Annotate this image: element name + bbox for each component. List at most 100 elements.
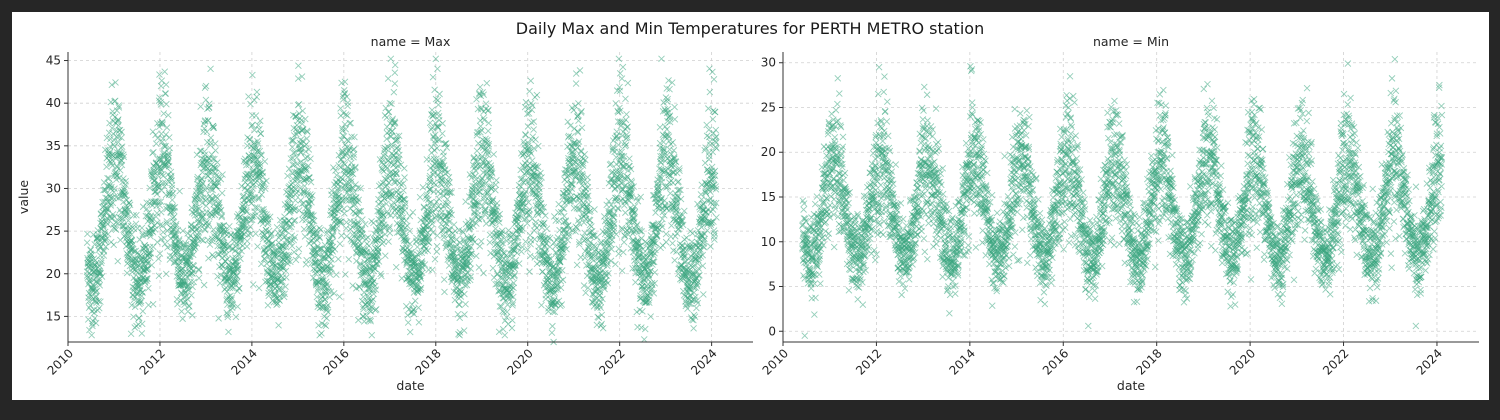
data-point <box>149 128 157 135</box>
data-point <box>576 67 584 74</box>
data-point <box>189 251 197 259</box>
data-point <box>107 194 115 202</box>
data-point <box>88 331 95 339</box>
data-point <box>147 249 155 257</box>
data-point <box>130 296 138 304</box>
data-point <box>668 222 675 229</box>
data-point <box>162 191 170 199</box>
data-point <box>530 126 537 133</box>
data-point <box>542 212 549 219</box>
data-point <box>703 132 711 140</box>
data-point <box>174 300 181 308</box>
data-point <box>671 103 678 111</box>
data-point <box>489 264 497 272</box>
data-point <box>581 150 588 158</box>
data-point <box>253 88 261 96</box>
data-point <box>108 124 116 132</box>
data-point <box>675 178 682 185</box>
data-point <box>508 324 516 332</box>
data-point <box>391 69 399 77</box>
data-point <box>334 255 342 263</box>
series-markers <box>83 55 720 346</box>
data-point <box>110 172 118 180</box>
data-point <box>114 116 122 123</box>
data-point <box>622 95 629 103</box>
data-point <box>159 228 167 236</box>
data-point <box>187 278 195 285</box>
data-point <box>144 259 152 267</box>
data-point <box>100 179 108 186</box>
data-point <box>133 291 141 299</box>
data-point <box>410 310 418 318</box>
data-point <box>104 206 111 213</box>
data-point <box>533 91 541 99</box>
data-point <box>107 135 114 143</box>
data-point <box>135 314 143 322</box>
data-point <box>433 242 441 250</box>
data-point <box>129 240 137 248</box>
data-point <box>599 324 607 332</box>
data-point <box>501 331 509 339</box>
data-point <box>224 256 231 263</box>
data-point <box>111 185 118 192</box>
data-point <box>671 256 679 264</box>
data-point <box>97 298 104 305</box>
data-point <box>615 205 622 212</box>
data-point <box>404 222 411 230</box>
data-point <box>439 120 446 127</box>
panel-max: 2010 2012 2014 2016 2018 2020 2022 202415202530… <box>16 34 753 393</box>
data-point <box>495 328 503 336</box>
data-point <box>424 247 432 255</box>
data-point <box>621 139 629 147</box>
data-point <box>189 270 196 277</box>
data-point <box>439 130 446 137</box>
data-point <box>157 98 165 106</box>
data-point <box>137 299 144 307</box>
data-point <box>573 261 581 269</box>
data-point <box>684 305 691 313</box>
data-point <box>375 258 383 265</box>
data-point <box>429 73 437 81</box>
data-point <box>173 258 180 266</box>
data-point <box>188 291 195 299</box>
data-point <box>164 111 172 119</box>
data-point <box>162 270 170 278</box>
data-point <box>618 267 626 275</box>
data-point <box>696 272 703 279</box>
data-point <box>125 227 133 234</box>
data-point <box>704 227 711 234</box>
data-point <box>163 100 170 108</box>
data-point <box>355 316 362 324</box>
data-point <box>92 292 100 300</box>
data-point <box>528 119 535 126</box>
data-point <box>440 152 448 160</box>
data-point <box>200 281 208 289</box>
data-point <box>226 222 233 230</box>
data-point <box>104 220 112 228</box>
figure: 2010 2012 2014 2016 2018 2020 2022 2024 15 20 25 30… <box>12 12 1489 400</box>
data-point <box>127 330 135 338</box>
data-point <box>433 248 441 255</box>
data-point <box>438 209 445 217</box>
data-point <box>384 75 392 82</box>
data-point <box>118 128 125 136</box>
data-point <box>157 221 164 229</box>
data-point <box>440 276 448 283</box>
data-point <box>615 55 623 63</box>
data-point <box>132 220 140 228</box>
data-point <box>370 277 378 285</box>
data-point <box>255 284 263 292</box>
data-point <box>365 242 373 250</box>
data-point <box>526 252 534 260</box>
data-point <box>162 90 170 97</box>
data-point <box>341 90 349 98</box>
data-point <box>285 165 293 173</box>
data-point <box>153 238 161 246</box>
data-point <box>137 286 144 293</box>
data-point <box>104 230 112 238</box>
data-point <box>532 136 539 143</box>
data-point <box>83 239 91 247</box>
data-point <box>471 238 479 246</box>
data-point <box>404 312 412 319</box>
data-point <box>203 128 211 136</box>
